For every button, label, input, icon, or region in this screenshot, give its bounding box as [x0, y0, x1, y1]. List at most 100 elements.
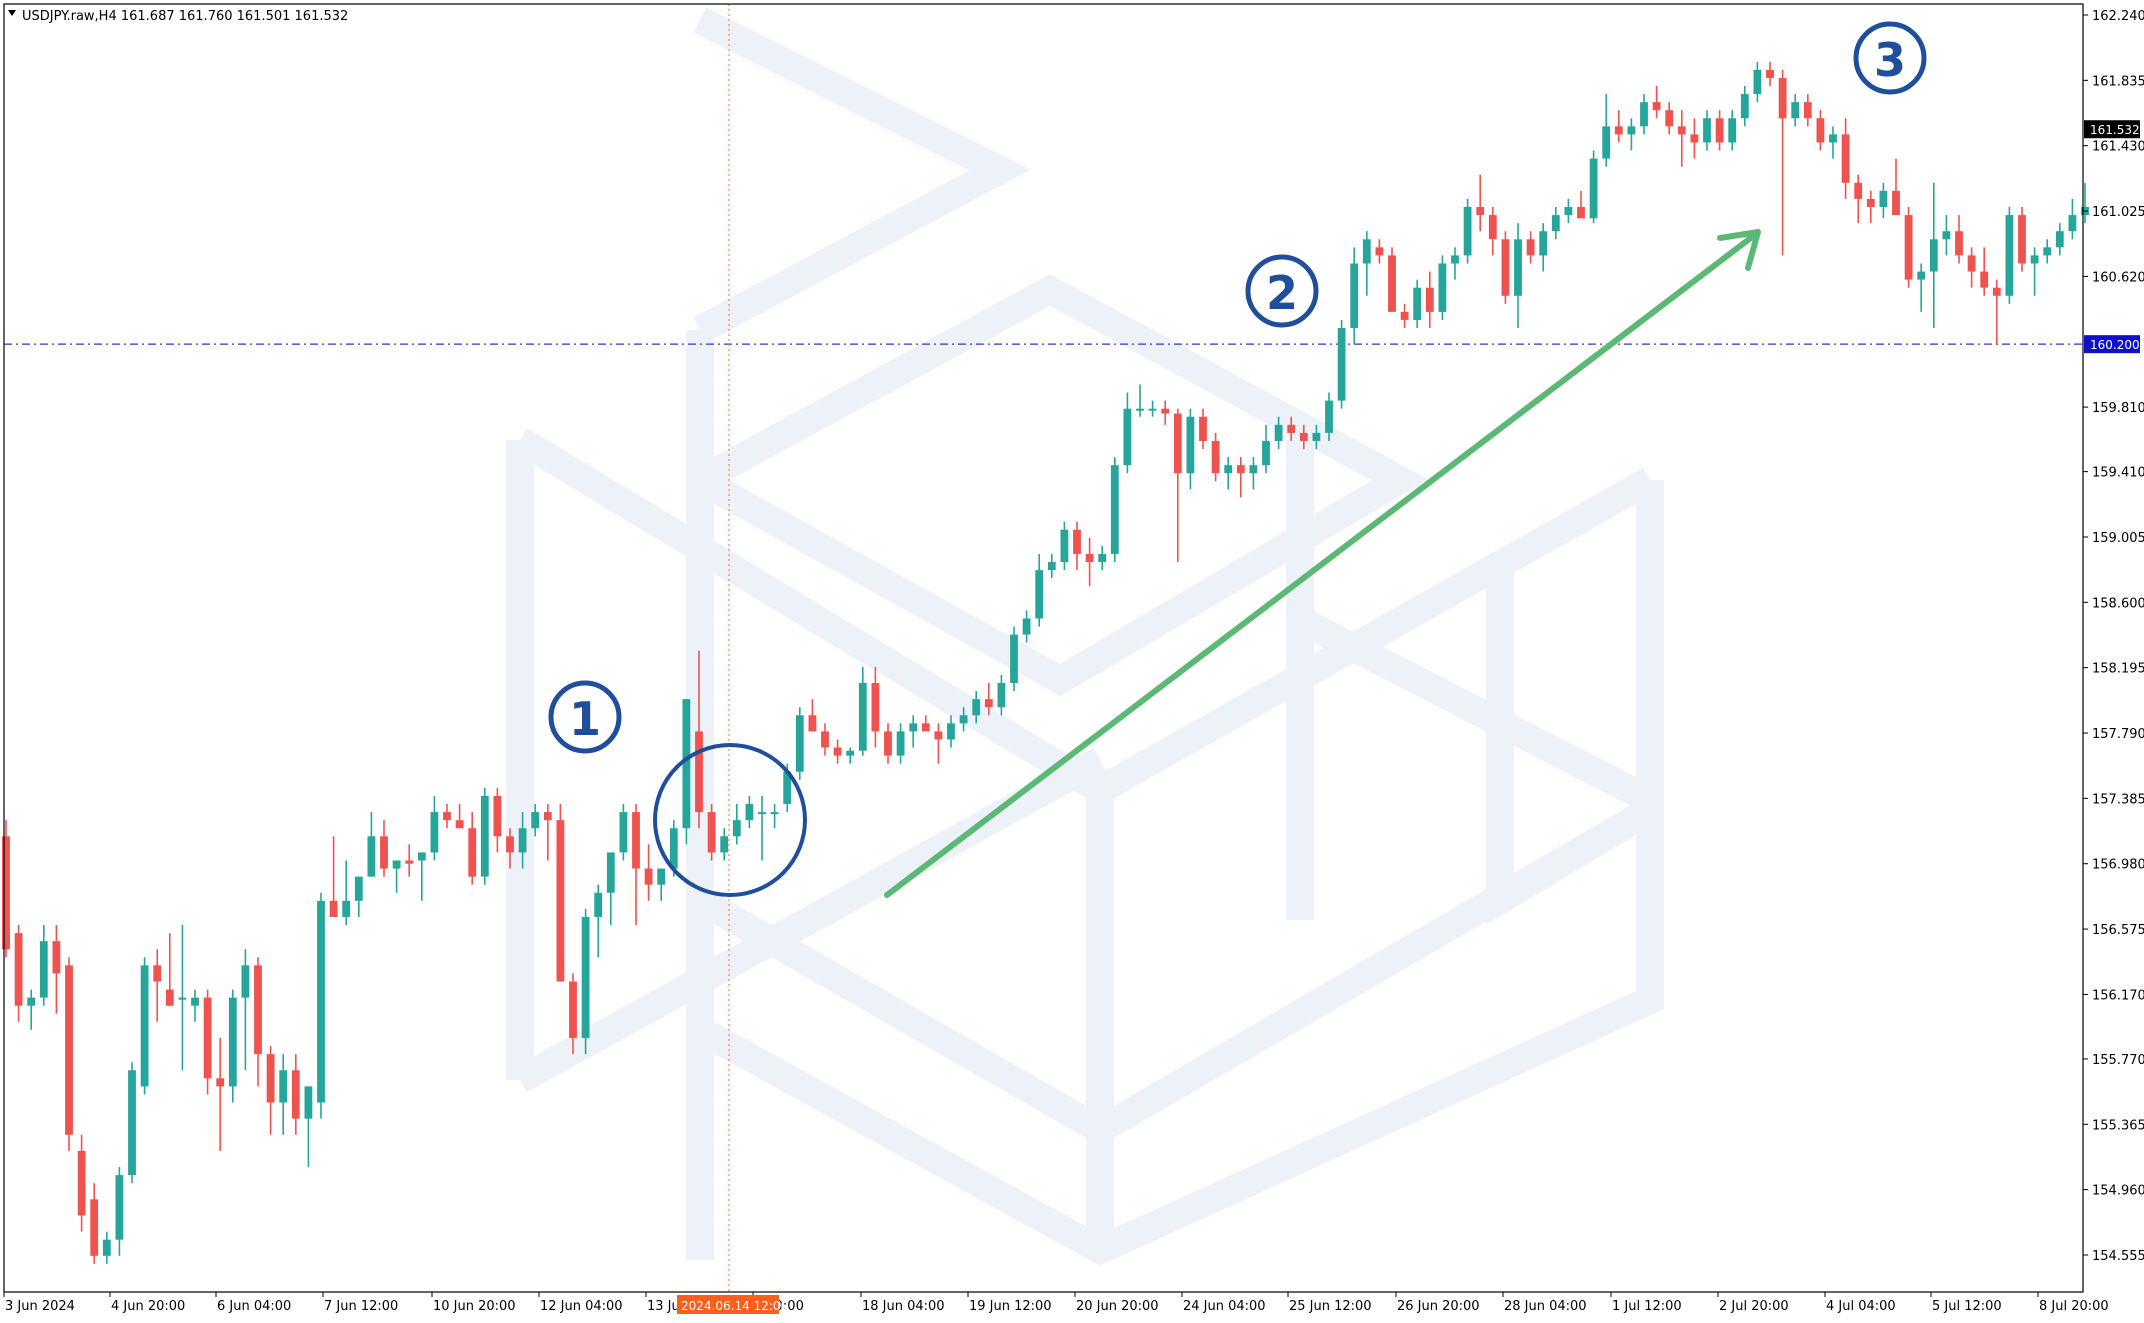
candle-body [1362, 239, 1371, 264]
candle [1791, 94, 1800, 127]
candle-body [1577, 207, 1585, 219]
candle-body [102, 1239, 111, 1256]
candle-body [770, 812, 779, 815]
candle-body [1627, 126, 1636, 135]
y-tick-label: 158.600 [2092, 596, 2144, 611]
candle-body [191, 997, 199, 1006]
candle-body [934, 731, 943, 740]
symbol-dropdown-icon[interactable] [8, 10, 16, 16]
candle [1854, 174, 1863, 224]
candle [392, 860, 401, 893]
candle-body [1564, 207, 1573, 216]
candle-body [468, 828, 477, 877]
candle [1136, 384, 1144, 417]
candle-body [65, 965, 73, 1135]
candle-body [1677, 126, 1686, 135]
candle-body [266, 1054, 275, 1103]
y-tick-label: 156.575 [2092, 923, 2144, 938]
candle-body [2005, 215, 2014, 296]
y-tick-label: 156.980 [2092, 858, 2144, 873]
y-tick-label: 155.770 [2092, 1053, 2144, 1068]
candle-body [1312, 432, 1321, 441]
candle [606, 852, 615, 926]
highlight-circle [653, 743, 807, 897]
x-tick-label: 26 Jun 20:00 [1397, 1299, 1480, 1314]
y-tick-label: 155.365 [2092, 1118, 2144, 1133]
candle [443, 804, 451, 829]
candle [720, 828, 729, 861]
candle-body [1073, 529, 1081, 554]
trend-arrow [884, 229, 1761, 898]
candle [632, 804, 640, 926]
candle [1803, 94, 1812, 127]
candle [884, 723, 892, 764]
candle-body [1413, 287, 1422, 320]
candle [90, 1183, 99, 1264]
candle [1148, 400, 1157, 417]
candle-body [1955, 231, 1963, 256]
candle-body [632, 812, 640, 869]
candle-body [1589, 158, 1598, 219]
candle [1904, 207, 1913, 288]
candle [279, 1054, 288, 1135]
candle-body [430, 812, 439, 853]
candle-body [2068, 215, 2077, 232]
candle-body [2043, 247, 2052, 256]
candle [1199, 408, 1207, 450]
x-tick-label: 28 Jun 04:00 [1504, 1299, 1587, 1314]
candle [128, 1062, 136, 1184]
candle [1400, 303, 1409, 329]
candle [1665, 102, 1674, 135]
x-tick-label: 3 Jun 2024 [5, 1299, 75, 1314]
candle [405, 844, 414, 877]
candle [846, 747, 855, 764]
candle-body [594, 892, 603, 917]
candle [808, 699, 817, 732]
candle-body [1753, 69, 1762, 95]
candle-body [417, 852, 426, 861]
candle-body [1526, 239, 1535, 256]
candle [1892, 158, 1900, 216]
candle [1413, 279, 1422, 329]
candle-body [254, 965, 262, 1055]
x-tick-label: 13 Ju [647, 1299, 680, 1314]
candle [1236, 457, 1245, 498]
candle-body [1551, 215, 1560, 232]
candle-body [1879, 190, 1888, 208]
candle-body [1249, 465, 1258, 474]
candle [1463, 198, 1472, 264]
candle [543, 804, 552, 861]
time-axis[interactable]: 3 Jun 2024 4 Jun 20:00 6 Jun 04:00 7 Jun 12… [3, 1292, 2109, 1314]
candle-body [1665, 110, 1674, 127]
candle [430, 795, 439, 861]
candle [896, 723, 905, 764]
candle [1640, 94, 1648, 135]
candle-body [27, 997, 36, 1006]
candle-body [984, 699, 993, 708]
candle [1073, 521, 1081, 571]
candle-body [480, 795, 489, 877]
horizontal-level-line[interactable]: 160.200 [4, 335, 2140, 354]
candle [1753, 61, 1762, 103]
candle-body [606, 852, 615, 893]
candle [1010, 626, 1018, 692]
candle-body [997, 683, 1006, 708]
candle-body [1236, 465, 1245, 474]
candle [266, 1046, 275, 1135]
candle [594, 884, 603, 958]
candle [1337, 319, 1346, 409]
candle-body [543, 812, 552, 821]
candle [480, 787, 489, 885]
x-tick-label: 8 Jul 20:00 [2039, 1299, 2109, 1314]
candle [506, 828, 514, 869]
candle-body [455, 820, 464, 829]
candle [102, 1231, 111, 1264]
candle-body [1652, 102, 1661, 111]
candle [1388, 247, 1396, 312]
candle [1488, 207, 1497, 256]
price-axis[interactable]: 162.240 161.835 161.430 161.025 160.620 159.8… [2083, 9, 2144, 1264]
y-tick-label: 154.555 [2092, 1249, 2144, 1264]
marker-3-circle [1853, 21, 1927, 95]
